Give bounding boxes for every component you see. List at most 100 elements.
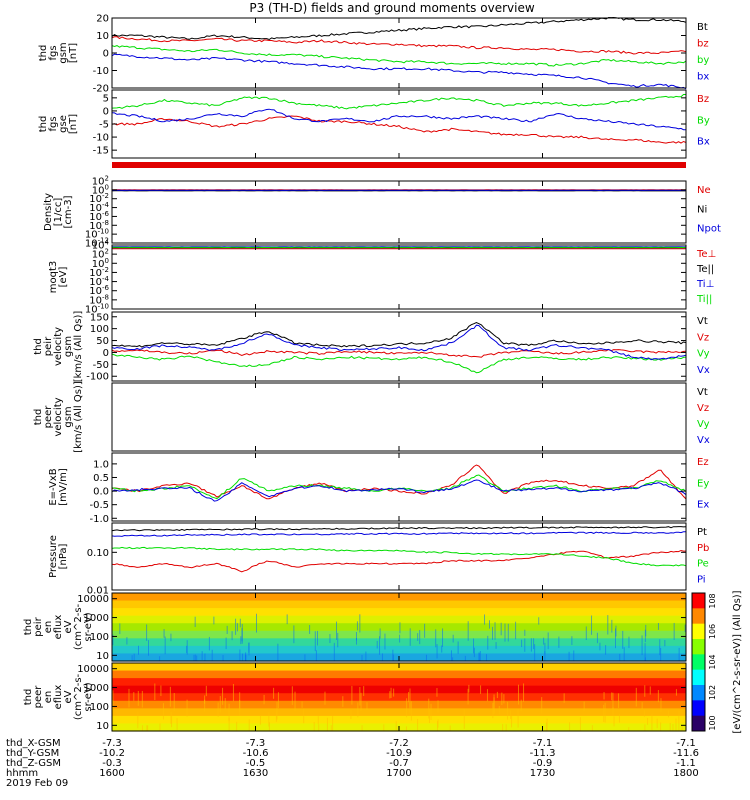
colorbar-band — [692, 593, 705, 609]
heatmap-band — [112, 630, 686, 639]
legend-Pe: Pe — [697, 559, 709, 570]
y-axis-label-line: en — [43, 621, 54, 634]
y-tick-label: -15 — [93, 146, 109, 157]
colorbar-band — [692, 700, 705, 717]
legend-Pi: Pi — [697, 574, 706, 585]
legend-Ni: Ni — [697, 204, 707, 215]
x-axis-tick-t: 1700 — [386, 768, 411, 779]
y-tick-label: 0.0 — [93, 487, 109, 498]
y-tick-label: -100 — [86, 372, 109, 383]
colorbar-tick-label: 100 — [708, 715, 717, 730]
x-axis-tick-x: -7.1 — [533, 738, 553, 749]
y-axis-label: thd peer velocity gsm [km/s (All Qs)] — [33, 381, 84, 453]
y-tick-label: 100 — [90, 702, 109, 713]
y-axis-label: moqt3 [eV] — [48, 261, 69, 294]
legend-Vy: Vy — [697, 349, 710, 360]
legend-Vz: Vz — [697, 403, 709, 414]
y-tick-label: -1.0 — [89, 514, 109, 525]
y-tick-label: 100 — [90, 632, 109, 643]
y-tick-label: -10 — [93, 133, 109, 144]
x-axis-tick-y: -10.9 — [386, 748, 412, 759]
x-axis-row-label: thd_Y-GSM — [6, 748, 59, 759]
legend-Ex: Ex — [697, 500, 709, 511]
y-axis-label-line: [eV] — [58, 267, 69, 288]
y-axis-label-line: peir — [33, 616, 44, 636]
legend-Vy: Vy — [697, 419, 710, 430]
y-axis-label-line: sr-eV) — [83, 682, 94, 711]
y-tick-label: 0 — [103, 106, 109, 117]
panel-fgs_gse: 5 0 -5 -10 -15 thd fgs gse [nT] Bz By Bx — [38, 89, 710, 159]
y-tick-label: 10-4 — [89, 201, 109, 214]
y-axis-label-line: Pressure — [48, 535, 59, 578]
x-axis-tick-t: 1630 — [243, 768, 268, 779]
y-axis-label: thd peer en eflux eV (cm^2-s-sr-eV) — [23, 673, 94, 720]
y-axis-label-line: sr-eV) — [83, 612, 94, 641]
series-Pt-line — [111, 526, 687, 532]
colorbar-tick-label: 108 — [708, 593, 717, 608]
y-tick-label: 150 — [90, 312, 109, 323]
panel-density: 10210010-210-410-610-810-1010-12Density[… — [43, 175, 721, 250]
y-tick-label: 1000 — [84, 613, 109, 624]
legend-bz: bz — [697, 39, 709, 50]
legend-Pb: Pb — [697, 543, 709, 554]
series-By-line — [111, 94, 686, 110]
series-Ex-line — [111, 479, 687, 502]
y-axis-label-line: [cm-3] — [63, 195, 74, 228]
colorbar-frame — [691, 592, 706, 732]
series-Vt-line — [111, 322, 687, 348]
colorbar-band — [692, 669, 705, 686]
legend-by: by — [697, 55, 709, 66]
x-axis-tick-x: -7.2 — [389, 738, 409, 749]
heatmap-band — [112, 638, 686, 647]
y-axis-label-line: fgs — [48, 116, 59, 131]
y-axis-label: thd fgs gsm [nT] — [38, 42, 79, 63]
legend-Pt: Pt — [697, 527, 707, 538]
y-axis-label-line: [nT] — [68, 43, 79, 63]
y-tick-label: 10 — [96, 651, 109, 662]
series-Vx-line — [111, 324, 687, 361]
x-axis-tick-t: 1600 — [99, 768, 124, 779]
x-axis-tick-z: -0.9 — [533, 758, 553, 769]
y-axis-label: Density [1/cc] [cm-3] — [43, 193, 74, 231]
y-tick-label: 0.5 — [93, 473, 109, 484]
legend-Bt: Bt — [697, 22, 708, 33]
x-axis-tick-y: -11.6 — [673, 748, 699, 759]
y-tick-label: -20 — [93, 84, 109, 95]
y-axis-label: thd peir en eflux eV (cm^2-s-sr-eV) — [23, 603, 94, 650]
legend-Bx: Bx — [697, 137, 710, 148]
x-axis-tick-t: 1730 — [530, 768, 555, 779]
y-tick-label: 102 — [92, 175, 109, 188]
y-axis-label-line: eflux — [53, 685, 64, 710]
y-tick-label: 1.0 — [93, 459, 109, 470]
x-axis-tick-y: -11.3 — [530, 748, 556, 759]
y-tick-label: 10-6 — [89, 284, 109, 297]
y-tick-label: 0.01 — [87, 586, 109, 597]
y-axis-label-line: [nPa] — [58, 543, 69, 569]
heatmap-band — [112, 715, 686, 725]
colorbar-tick-label: 104 — [708, 654, 717, 669]
y-tick-label: 10-2 — [89, 192, 109, 205]
y-tick-label: 10 — [96, 31, 109, 42]
x-axis-tick-z: -0.3 — [102, 758, 122, 769]
y-tick-label: 0 — [103, 49, 109, 60]
series-Bt-line — [111, 16, 687, 41]
y-axis-label-line: gsm — [63, 336, 74, 357]
heatmap-band — [112, 670, 686, 679]
heatmap-band — [112, 615, 686, 624]
heatmap-band — [112, 700, 686, 709]
y-axis-label-line: fgs — [48, 45, 59, 60]
y-tick-label: -5 — [99, 120, 109, 131]
y-axis-label-line: velocity — [53, 327, 64, 366]
panel-frame — [111, 244, 687, 310]
y-axis-label-line: [nT] — [68, 114, 79, 134]
legend-Vt: Vt — [697, 387, 708, 398]
legend-Te⊥: Te⊥ — [696, 249, 716, 260]
heatmap-band — [112, 608, 686, 617]
legend-Bz: Bz — [697, 94, 709, 105]
legend-Ne: Ne — [697, 185, 711, 196]
y-tick-label: 0.10 — [87, 548, 109, 559]
series-Ey-line — [111, 474, 687, 500]
